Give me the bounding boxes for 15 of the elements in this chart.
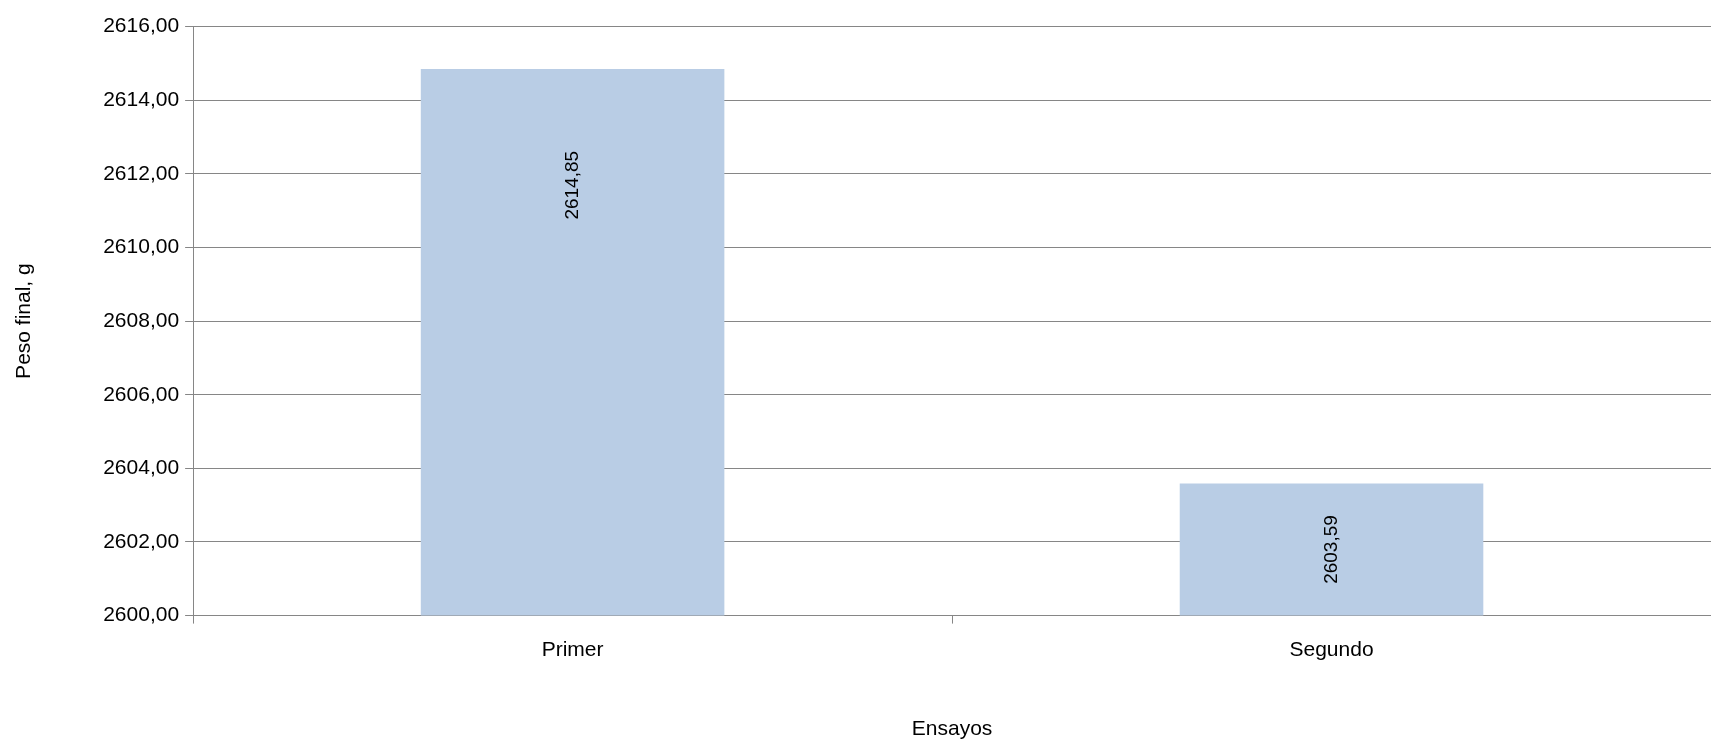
y-tick-label: 2616,00 (103, 13, 180, 37)
y-tick-label: 2604,00 (103, 455, 180, 479)
data-label: 2614,85 (560, 150, 582, 220)
x-tick-label: Primer (541, 637, 604, 660)
y-axis-title: Peso final, g (11, 263, 35, 379)
x-axis-title: Ensayos (911, 716, 993, 740)
y-tick-label: 2612,00 (103, 160, 180, 184)
data-label: 2603,59 (1319, 515, 1341, 584)
y-tick-label: 2608,00 (103, 307, 180, 331)
y-tick-label: 2600,00 (103, 602, 180, 626)
y-tick-label: 2602,00 (103, 528, 180, 552)
x-tick-label: Segundo (1289, 637, 1374, 660)
y-tick-label: 2606,00 (103, 381, 180, 405)
y-tick-label: 2610,00 (103, 234, 180, 258)
y-tick-label: 2614,00 (103, 87, 180, 111)
